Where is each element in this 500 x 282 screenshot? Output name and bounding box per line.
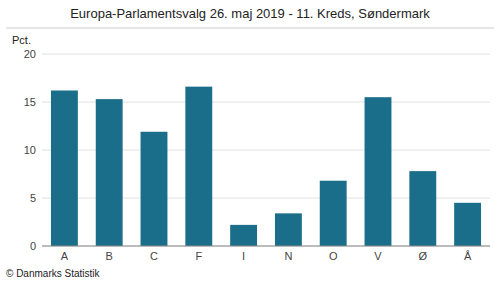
x-axis-line	[42, 246, 490, 247]
bar	[96, 99, 123, 246]
bar	[141, 132, 168, 246]
bar	[230, 225, 257, 246]
grid-line	[42, 54, 490, 55]
x-tick-label: O	[329, 250, 338, 262]
bar	[275, 213, 302, 246]
chart: Europa-Parlamentsvalg 26. maj 2019 - 11.…	[0, 0, 500, 282]
grid	[42, 54, 490, 246]
y-tick-label: 20	[24, 48, 36, 60]
x-tick-label: I	[242, 250, 245, 262]
y-tick-label: 15	[24, 96, 36, 108]
x-tick-label: B	[106, 250, 113, 262]
bar	[454, 203, 481, 246]
y-tick-label: 10	[24, 144, 36, 156]
x-tick-label: Å	[464, 250, 472, 262]
title-rule	[6, 28, 494, 29]
x-tick-label: N	[284, 250, 292, 262]
bar	[185, 87, 212, 246]
chart-container: Europa-Parlamentsvalg 26. maj 2019 - 11.…	[0, 0, 500, 282]
x-tick-label: F	[195, 250, 202, 262]
grid-line	[42, 246, 490, 247]
bar	[320, 181, 347, 246]
title: Europa-Parlamentsvalg 26. maj 2019 - 11.…	[70, 6, 430, 21]
y-tick-label: 5	[30, 192, 36, 204]
bar	[409, 171, 436, 246]
bars	[51, 87, 481, 246]
x-tick-label: V	[374, 250, 382, 262]
footer: © Danmarks Statistik	[6, 268, 101, 279]
bar	[51, 90, 78, 246]
y-axis-label: Pct.	[12, 34, 31, 46]
x-tick-label: A	[61, 250, 69, 262]
x-tick-label: C	[150, 250, 158, 262]
y-tick-label: 0	[30, 240, 36, 252]
bar	[365, 97, 392, 246]
x-tick-label: Ø	[419, 250, 428, 262]
